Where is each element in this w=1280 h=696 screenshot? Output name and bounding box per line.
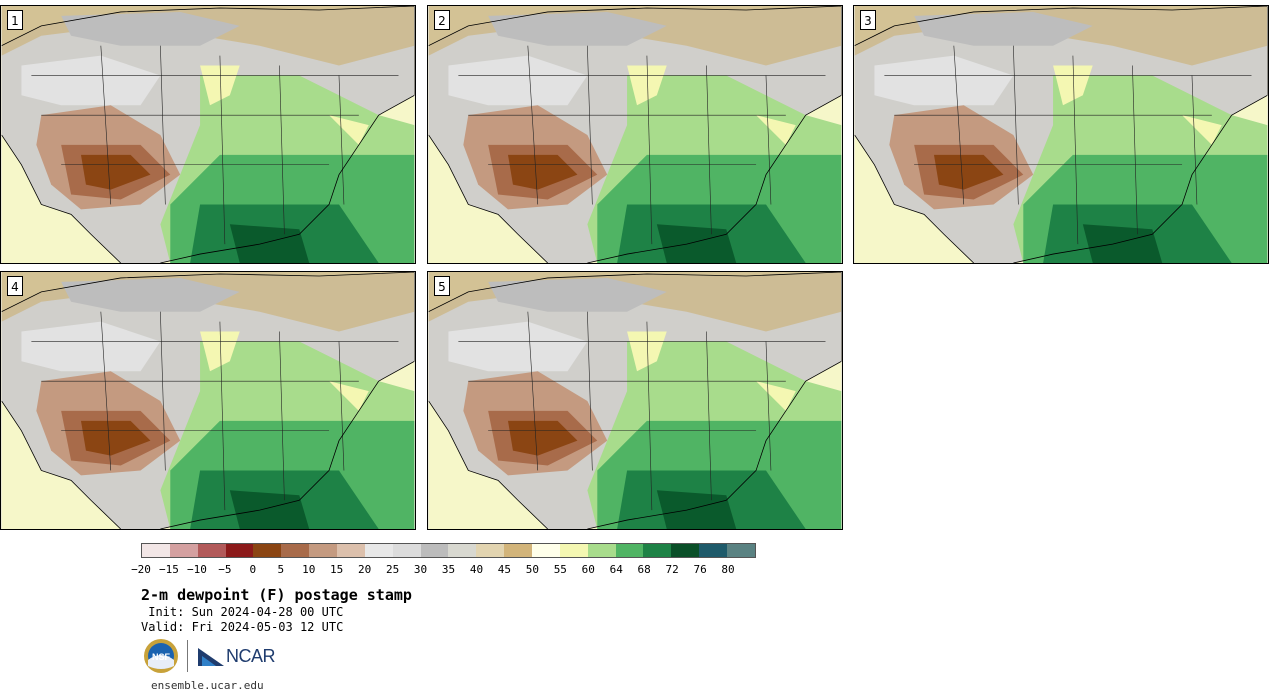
dewpoint-map-1 [1, 6, 415, 263]
colorbar-tick-label: 30 [413, 563, 428, 576]
colorbar-swatch [643, 544, 672, 557]
dewpoint-map-2 [428, 6, 842, 263]
colorbar-tick-label: 25 [385, 563, 400, 576]
colorbar-swatch [253, 544, 282, 557]
colorbar-swatch [448, 544, 477, 557]
ncar-logo: NCAR [198, 645, 276, 667]
colorbar-swatch [587, 544, 616, 557]
map-panel-1: 1 [0, 5, 416, 264]
panel-label: 3 [860, 10, 876, 30]
colorbar-swatch [392, 544, 421, 557]
colorbar-tick-label: 10 [302, 563, 316, 576]
colorbar-swatch [197, 544, 226, 557]
colorbar-tick-label: 0 [249, 563, 257, 576]
colorbar-tick-label: −20 [131, 563, 151, 576]
chart-title: 2-m dewpoint (F) postage stamp [141, 586, 412, 604]
colorbar-tick-label: 5 [277, 563, 285, 576]
colorbar-tick-label: 15 [330, 563, 344, 576]
colorbar-swatch [699, 544, 728, 557]
colorbar-swatch [727, 544, 755, 557]
colorbar-tick-label: 45 [497, 563, 512, 576]
map-panel-3: 3 [853, 5, 1269, 264]
colorbar-ticks: −20 −15 −10 −5 0 5 10 15 20 25 30 35 40 45 50 55 60 64 68 7… [131, 563, 756, 579]
colorbar-swatch [225, 544, 254, 557]
colorbar-tick-label: −10 [186, 563, 207, 576]
ncar-logo-text: NCAR [226, 645, 276, 666]
colorbar-swatch [281, 544, 310, 557]
colorbar-tick-label: −5 [218, 563, 232, 576]
colorbar-swatch [615, 544, 644, 557]
colorbar-tick-label: 20 [358, 563, 372, 576]
init-time: Init: Sun 2024-04-28 00 UTC [141, 605, 344, 619]
valid-time: Valid: Fri 2024-05-03 12 UTC [141, 620, 344, 634]
colorbar-swatch [337, 544, 365, 557]
panel-label: 4 [7, 276, 23, 296]
dewpoint-map-5 [428, 272, 842, 529]
colorbar-tick-label: 50 [525, 563, 539, 576]
colorbar-tick-label: 72 [665, 563, 679, 576]
colorbar-swatch [504, 544, 533, 557]
colorbar-tick-label: 68 [637, 563, 651, 576]
colorbar-swatch [142, 544, 170, 557]
colorbar-tick-label: 64 [609, 563, 623, 576]
site-url: ensemble.ucar.edu [151, 679, 264, 692]
map-panel-4: 4 [0, 271, 416, 530]
nsf-logo-text: NSF [152, 652, 171, 662]
colorbar-tick-label: 80 [721, 563, 735, 576]
panel-label: 1 [7, 10, 23, 30]
colorbar-tick-label: 40 [469, 563, 484, 576]
logo-divider [187, 640, 188, 672]
colorbar-swatch [420, 544, 449, 557]
dewpoint-map-4 [1, 272, 415, 529]
colorbar-swatch [532, 544, 560, 557]
colorbar-tick-label: 35 [441, 563, 456, 576]
map-panel-2: 2 [427, 5, 843, 264]
colorbar-tick-label: −15 [159, 563, 179, 576]
colorbar-swatch [364, 544, 393, 557]
map-panel-5: 5 [427, 271, 843, 530]
colorbar-swatch [169, 544, 198, 557]
ncar-logo-icon [198, 648, 224, 666]
colorbar-swatch [476, 544, 505, 557]
logos: NSF NCAR [143, 638, 276, 674]
panel-label: 2 [434, 10, 450, 30]
colorbar-tick-label: 55 [553, 563, 567, 576]
colorbar-swatch [559, 544, 588, 557]
colorbar [141, 543, 756, 558]
colorbar-swatch [309, 544, 338, 557]
colorbar-tick-label: 60 [581, 563, 595, 576]
panel-label: 5 [434, 276, 450, 296]
dewpoint-map-3 [854, 6, 1268, 263]
colorbar-tick-label: 76 [693, 563, 707, 576]
colorbar-swatch [671, 544, 700, 557]
nsf-logo-icon: NSF [143, 638, 179, 674]
